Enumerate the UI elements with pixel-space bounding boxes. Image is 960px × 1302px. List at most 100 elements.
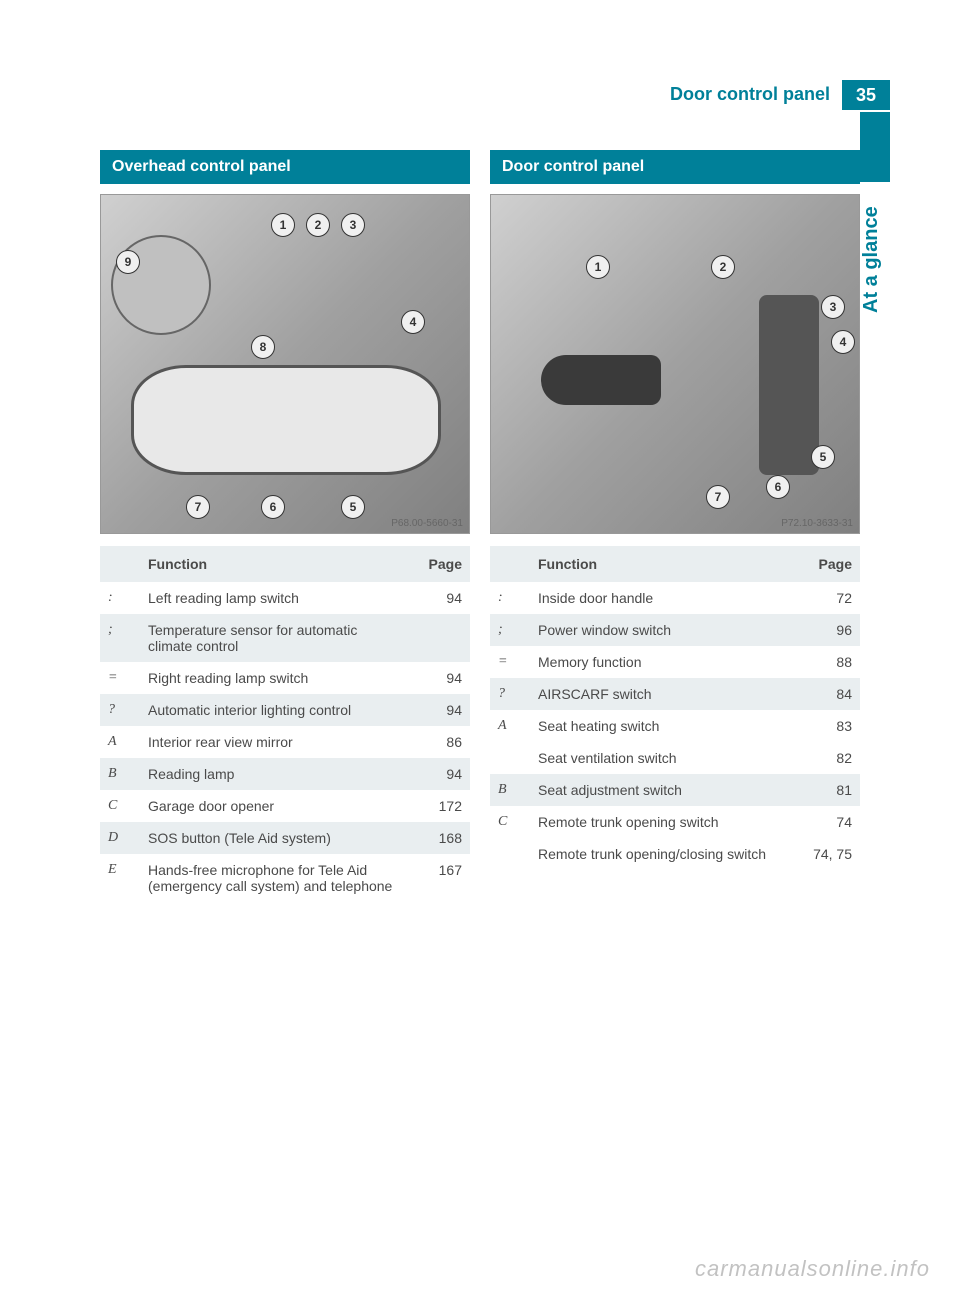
table-row: AInterior rear view mirror86 — [100, 726, 470, 758]
row-function: Left reading lamp switch — [140, 582, 410, 614]
row-page: 86 — [410, 726, 470, 758]
col-idx — [490, 546, 530, 582]
callout-8: 8 — [251, 335, 275, 359]
row-function: Seat ventilation switch — [530, 742, 800, 774]
col-function: Function — [530, 546, 800, 582]
manual-page: Door control panel 35 At a glance Overhe… — [0, 0, 960, 1302]
row-index: = — [490, 646, 530, 678]
row-index: : — [490, 582, 530, 614]
row-function: SOS button (Tele Aid system) — [140, 822, 410, 854]
watermark: carmanualsonline.info — [695, 1256, 930, 1282]
row-function: Remote trunk opening/closing switch — [530, 838, 800, 870]
row-function: Automatic interior lighting control — [140, 694, 410, 726]
row-function: Memory function — [530, 646, 800, 678]
row-function: Inside door handle — [530, 582, 800, 614]
header-page-number: 35 — [842, 80, 890, 110]
callout-4: 4 — [831, 330, 855, 354]
row-index: A — [100, 726, 140, 758]
col-page: Page — [410, 546, 470, 582]
row-page: 96 — [800, 614, 860, 646]
figure-label-left: P68.00-5660-31 — [391, 518, 463, 529]
callout-7: 7 — [186, 495, 210, 519]
callout-7: 7 — [706, 485, 730, 509]
overhead-panel-figure: 1 2 3 4 5 6 7 8 9 P68.00-5660-31 — [100, 194, 470, 534]
row-page: 168 — [410, 822, 470, 854]
content-columns: Overhead control panel 1 2 3 4 5 6 7 8 9… — [100, 150, 860, 902]
door-panel-figure: 1 2 3 4 5 6 7 P72.10-3633-31 — [490, 194, 860, 534]
row-function: Garage door opener — [140, 790, 410, 822]
row-index: ; — [490, 614, 530, 646]
row-function: AIRSCARF switch — [530, 678, 800, 710]
callout-3: 3 — [341, 213, 365, 237]
table-row: ?AIRSCARF switch84 — [490, 678, 860, 710]
side-tab-label: At a glance — [860, 190, 890, 330]
row-page: 167 — [410, 854, 470, 902]
table-row: CRemote trunk opening switch74 — [490, 806, 860, 838]
table-row: ASeat heating switch83 — [490, 710, 860, 742]
callout-2: 2 — [711, 255, 735, 279]
callout-6: 6 — [261, 495, 285, 519]
callout-9: 9 — [116, 250, 140, 274]
row-function: Hands-free microphone for Tele Aid (emer… — [140, 854, 410, 902]
row-index: A — [490, 710, 530, 742]
row-function: Interior rear view mirror — [140, 726, 410, 758]
header-title: Door control panel — [670, 80, 842, 110]
table-row: Remote trunk opening/closing switch74, 7… — [490, 838, 860, 870]
row-function: Reading lamp — [140, 758, 410, 790]
table-row: =Right reading lamp switch94 — [100, 662, 470, 694]
row-page: 94 — [410, 582, 470, 614]
row-index: ? — [490, 678, 530, 710]
side-tab-accent — [860, 112, 890, 182]
row-index: B — [100, 758, 140, 790]
table-row: =Memory function88 — [490, 646, 860, 678]
callout-3: 3 — [821, 295, 845, 319]
col-function: Function — [140, 546, 410, 582]
table-row: CGarage door opener172 — [100, 790, 470, 822]
right-column: Door control panel 1 2 3 4 5 6 7 P72.10-… — [490, 150, 860, 902]
row-page: 94 — [410, 662, 470, 694]
left-column: Overhead control panel 1 2 3 4 5 6 7 8 9… — [100, 150, 470, 902]
row-function: Right reading lamp switch — [140, 662, 410, 694]
row-page: 83 — [800, 710, 860, 742]
figure-label-right: P72.10-3633-31 — [781, 518, 853, 529]
row-page: 94 — [410, 758, 470, 790]
table-row: :Left reading lamp switch94 — [100, 582, 470, 614]
row-page: 82 — [800, 742, 860, 774]
row-page: 81 — [800, 774, 860, 806]
table-row: ?Automatic interior lighting control94 — [100, 694, 470, 726]
row-page: 74, 75 — [800, 838, 860, 870]
row-function: Temperature sensor for automatic climate… — [140, 614, 410, 662]
row-index: : — [100, 582, 140, 614]
table-row: :Inside door handle72 — [490, 582, 860, 614]
col-page: Page — [800, 546, 860, 582]
table-row: Seat ventilation switch82 — [490, 742, 860, 774]
table-row: BReading lamp94 — [100, 758, 470, 790]
callout-1: 1 — [271, 213, 295, 237]
table-row: EHands-free microphone for Tele Aid (eme… — [100, 854, 470, 902]
table-header-row: Function Page — [490, 546, 860, 582]
row-index: = — [100, 662, 140, 694]
table-row: ;Temperature sensor for automatic climat… — [100, 614, 470, 662]
table-header-row: Function Page — [100, 546, 470, 582]
left-function-table: Function Page :Left reading lamp switch9… — [100, 546, 470, 902]
table-row: ;Power window switch96 — [490, 614, 860, 646]
col-idx — [100, 546, 140, 582]
row-index: D — [100, 822, 140, 854]
row-function: Seat heating switch — [530, 710, 800, 742]
row-function: Seat adjustment switch — [530, 774, 800, 806]
callout-5: 5 — [341, 495, 365, 519]
row-index: ; — [100, 614, 140, 662]
door-switches-shape — [759, 295, 819, 475]
row-index: B — [490, 774, 530, 806]
row-page: 94 — [410, 694, 470, 726]
row-page: 172 — [410, 790, 470, 822]
row-function: Remote trunk opening switch — [530, 806, 800, 838]
row-page: 88 — [800, 646, 860, 678]
callout-1: 1 — [586, 255, 610, 279]
left-section-heading: Overhead control panel — [100, 150, 470, 184]
row-index: C — [490, 806, 530, 838]
callout-4: 4 — [401, 310, 425, 334]
callout-5: 5 — [811, 445, 835, 469]
mirror-shape — [131, 365, 441, 475]
row-function: Power window switch — [530, 614, 800, 646]
